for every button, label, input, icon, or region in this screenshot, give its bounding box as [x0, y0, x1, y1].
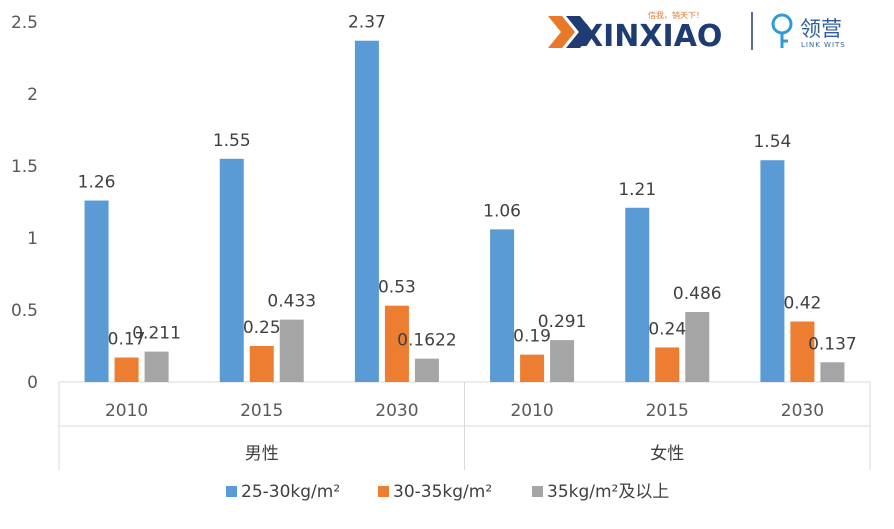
data-label: 0.486 [673, 284, 722, 304]
bar [820, 362, 845, 382]
legend-label: 30-35kg/m² [393, 482, 492, 502]
data-label: 0.17 [108, 330, 146, 350]
data-labels: 1.26 0.170.211 1.55 0.25 0.433 2.37 0.53 0.1622… [78, 13, 857, 355]
data-label: 0.211 [132, 324, 181, 344]
bar [655, 347, 680, 382]
bars [84, 40, 845, 382]
group-label: 女性 [650, 444, 684, 464]
bar [279, 319, 304, 382]
bar [84, 200, 109, 382]
data-label: 1.21 [618, 180, 656, 200]
x-tick-label: 2015 [240, 401, 283, 421]
data-label: 0.433 [267, 292, 316, 312]
bar [760, 160, 785, 382]
bar [790, 321, 815, 382]
bar [219, 158, 244, 382]
bar [144, 351, 169, 382]
xinxiao-logo-text: XINXIAO [580, 19, 722, 54]
bar [490, 229, 515, 382]
legend-swatch [378, 486, 389, 497]
y-tick-label: 0.5 [11, 301, 38, 321]
xinxiao-logo-slogan: 信我，销天下！ [648, 10, 704, 20]
linkwits-logo-en: LINK WITS [801, 41, 846, 49]
data-label: 0.42 [783, 294, 821, 314]
bar [114, 357, 139, 382]
axes: 0 0.5 1 1.5 2 2.5 2010 2015 2030 男性 2010 2015 2030 女性 [11, 13, 871, 470]
xinxiao-logo-mark-icon-2 [566, 16, 593, 48]
bar [625, 207, 650, 382]
x-tick-label: 2010 [510, 401, 553, 421]
data-label: 0.19 [513, 327, 551, 347]
bar [354, 40, 379, 382]
data-label: 0.291 [538, 312, 587, 332]
bar [414, 358, 439, 382]
y-tick-label: 1.5 [11, 157, 38, 177]
data-label: 0.53 [378, 278, 416, 298]
legend-swatch [226, 486, 237, 497]
linkwits-logo-cn: 领营 [800, 17, 842, 41]
data-label: 0.1622 [397, 331, 456, 351]
group-label: 男性 [245, 444, 279, 464]
y-tick-label: 2.5 [11, 13, 38, 33]
data-label: 0.24 [648, 319, 686, 339]
x-tick-label: 2030 [375, 401, 418, 421]
legend-swatch [532, 486, 543, 497]
y-tick-label: 1 [27, 229, 38, 249]
y-tick-label: 2 [27, 85, 38, 105]
linkwits-logo: 领营 LINK WITS [771, 13, 846, 49]
data-label: 0.137 [808, 334, 857, 354]
key-icon [771, 13, 793, 48]
legend-label: 35kg/m²及以上 [547, 482, 669, 502]
y-tick-label: 0 [27, 373, 38, 393]
legend-label: 25-30kg/m² [241, 482, 340, 502]
xinxiao-logo: XINXIAO 信我，销天下！ [548, 10, 753, 54]
data-label: 1.54 [753, 132, 791, 152]
bar [685, 312, 710, 382]
x-tick-label: 2015 [646, 401, 689, 421]
bar [249, 346, 274, 382]
bar [550, 340, 575, 382]
x-tick-label: 2010 [105, 401, 148, 421]
bar [384, 305, 409, 382]
data-label: 1.55 [213, 131, 251, 151]
data-label: 1.26 [78, 173, 116, 193]
data-label: 1.06 [483, 201, 521, 221]
x-tick-label: 2030 [781, 401, 824, 421]
xinxiao-logo-mark-icon [548, 16, 575, 48]
data-label: 2.37 [348, 13, 386, 33]
data-label: 0.25 [243, 318, 281, 338]
legend: 25-30kg/m² 30-35kg/m² 35kg/m²及以上 [226, 482, 669, 502]
bar [520, 354, 545, 382]
